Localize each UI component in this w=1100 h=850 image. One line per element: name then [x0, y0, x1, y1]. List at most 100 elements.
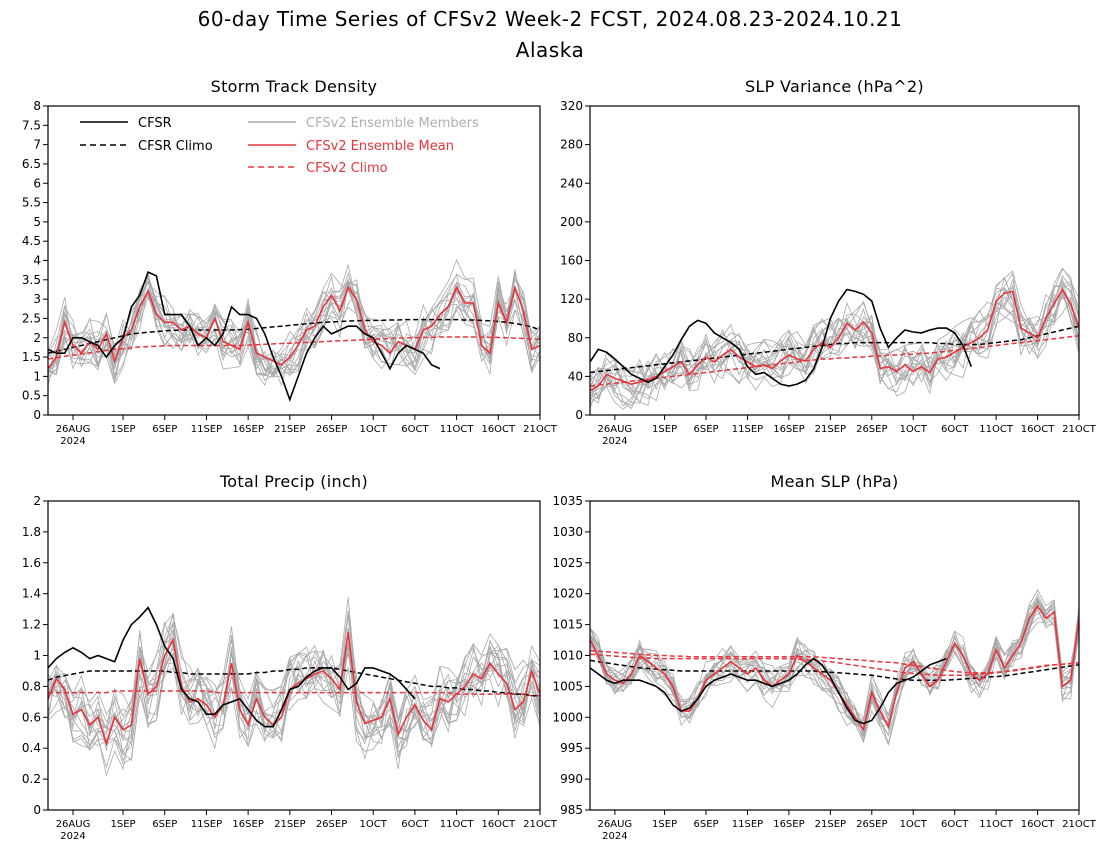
ensemble-member-line [48, 629, 540, 749]
y-tick-label: 1005 [552, 679, 583, 693]
ensemble-member-line [48, 279, 540, 377]
ensemble-member-line [590, 287, 1079, 401]
ensemble-member-line [590, 289, 1079, 406]
x-tick-label: 21OCT [1062, 819, 1097, 830]
figure-subtitle: Alaska [516, 38, 584, 62]
ensemble-mean-line [48, 632, 540, 747]
x-tick-label: 21SEP [815, 819, 846, 830]
plot-area [590, 267, 1079, 410]
cfsr-line [48, 271, 441, 402]
ensemble-member-line [48, 627, 540, 746]
plot-area [48, 258, 540, 402]
ensemble-member-line [590, 603, 1079, 742]
x-tick-label: 26AUG [56, 819, 91, 830]
ensemble-member-line [590, 274, 1079, 410]
y-tick-label: 40 [568, 369, 583, 383]
y-tick-label: 5.5 [22, 196, 41, 210]
panel-mean-slp: Mean SLP (hPa) 985 990 995 1000 1005 1010 1015 1… [552, 472, 1096, 842]
x-tick-label: 16OCT [481, 819, 516, 830]
y-tick-label: 1015 [552, 618, 583, 632]
x-tick-label: 21SEP [274, 424, 305, 435]
x-tick-label: 21OCT [523, 424, 558, 435]
legend: CFSR CFSR Climo CFSv2 Ensemble Members C… [80, 116, 479, 176]
x-tick-label: 6SEP [152, 819, 177, 830]
panel-title: Total Precip (inch) [219, 472, 368, 491]
cfsr-climo-line [590, 659, 1079, 681]
y-tick-label: 0 [33, 803, 41, 817]
y-tick-label: 7.5 [22, 118, 41, 132]
x-tick-label: 11SEP [732, 819, 763, 830]
y-tick-label: 995 [560, 741, 583, 755]
x-tick-label: 16SEP [773, 819, 804, 830]
y-tick-label: 2.5 [22, 311, 41, 325]
y-tick-label: 160 [560, 254, 583, 268]
x-tick-label: 11SEP [191, 819, 222, 830]
panel-title: Mean SLP (hPa) [770, 472, 898, 491]
x-tick-label: 26SEP [856, 819, 887, 830]
x-tick-label: 6OCT [401, 819, 429, 830]
x-tick-year: 2024 [602, 436, 627, 447]
figure-title: 60-day Time Series of CFSv2 Week-2 FCST,… [198, 7, 903, 31]
ensemble-member-line [590, 277, 1079, 395]
y-tick-label: 240 [560, 176, 583, 190]
y-tick-label: 1.4 [22, 587, 41, 601]
x-tick-label: 26AUG [56, 424, 91, 435]
y-tick-label: 0.6 [22, 710, 41, 724]
x-tick-label: 11OCT [979, 424, 1014, 435]
cfsr-line [48, 606, 416, 728]
plot-area [48, 597, 540, 777]
x-tick-label: 1OCT [360, 424, 388, 435]
x-tick-label: 11OCT [979, 819, 1014, 830]
ensemble-member-line [48, 269, 540, 376]
ensemble-member-line [590, 604, 1079, 738]
x-tick-label: 16OCT [1021, 819, 1056, 830]
y-tick-label: 7 [33, 138, 41, 152]
panel-storm-track-density: Storm Track Density 0 0.5 1 1.5 2 2.5 3 3.5 4 4.5 5… [22, 77, 558, 447]
y-tick-label: 6.5 [22, 157, 41, 171]
cfsr-line [590, 657, 947, 725]
ensemble-member-line [48, 263, 540, 378]
y-tick-label: 120 [560, 292, 583, 306]
ensemble-member-line [48, 632, 540, 747]
y-tick-label: 1035 [552, 494, 583, 508]
y-tick-label: 1000 [552, 710, 583, 724]
x-tick-label: 6SEP [694, 819, 719, 830]
cfsv2-climo-line [590, 335, 1079, 387]
x-tick-label: 6SEP [694, 424, 719, 435]
y-tick-label: 1.5 [22, 350, 41, 364]
cfsr-climo-line [48, 667, 540, 697]
cfsv2-climo-line [590, 653, 1079, 677]
plot-frame [47, 500, 541, 811]
x-tick-year: 2024 [602, 831, 627, 842]
legend-label-cfsr: CFSR [138, 116, 172, 131]
y-tick-label: 985 [560, 803, 583, 817]
x-tick-label: 6OCT [941, 819, 969, 830]
ensemble-member-line [590, 598, 1079, 726]
plot-frame [589, 105, 1080, 416]
ensemble-member-line [48, 610, 540, 760]
x-tick-label: 26SEP [856, 424, 887, 435]
cfsv2-climo-line [48, 336, 540, 360]
x-tick-label: 16SEP [232, 424, 263, 435]
y-tick-label: 1.8 [22, 525, 41, 539]
x-tick-label: 1OCT [900, 819, 928, 830]
x-tick-label: 1SEP [652, 424, 677, 435]
x-tick-label: 11SEP [732, 424, 763, 435]
ensemble-member-line [48, 258, 540, 387]
y-tick-label: 2 [33, 494, 41, 508]
panel-title: SLP Variance (hPa^2) [745, 77, 924, 96]
x-tick-label: 16OCT [481, 424, 516, 435]
y-tick-label: 0.2 [22, 772, 41, 786]
ensemble-member-line [48, 628, 540, 777]
x-tick-label: 6SEP [152, 424, 177, 435]
panel-title: Storm Track Density [211, 77, 378, 96]
ensemble-member-line [48, 274, 540, 372]
ensemble-member-line [48, 275, 540, 381]
y-tick-label: 1025 [552, 556, 583, 570]
y-tick-label: 1.6 [22, 556, 41, 570]
y-tick-label: 4.5 [22, 234, 41, 248]
y-tick-label: 200 [560, 215, 583, 229]
y-tick-label: 5 [33, 215, 41, 229]
legend-label-members: CFSv2 Ensemble Members [306, 116, 479, 131]
